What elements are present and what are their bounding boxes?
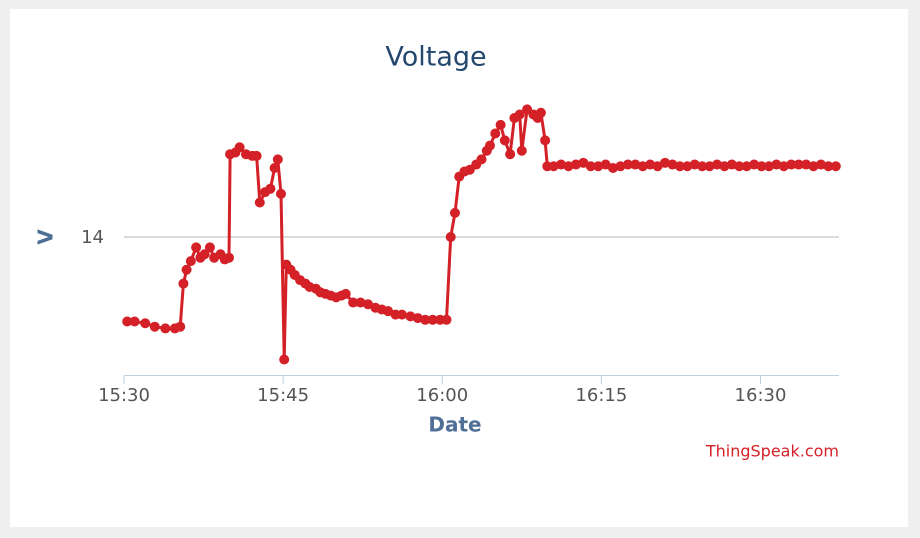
data-point	[269, 163, 280, 173]
data-point	[823, 161, 834, 172]
data-point	[427, 314, 438, 325]
chart-title: Voltage	[385, 42, 486, 73]
data-point	[514, 109, 525, 120]
data-point	[178, 278, 189, 289]
data-point	[697, 161, 708, 172]
data-point	[191, 242, 202, 253]
data-point	[204, 242, 215, 253]
data-point	[254, 197, 265, 208]
data-point	[756, 161, 767, 172]
data-point	[540, 135, 551, 146]
data-point	[495, 119, 506, 130]
data-point	[199, 249, 210, 260]
data-point	[578, 157, 589, 168]
data-point	[652, 161, 663, 172]
data-point	[516, 145, 527, 156]
data-point	[490, 128, 501, 139]
data-point	[265, 183, 276, 194]
data-point	[129, 316, 140, 327]
data-point	[396, 309, 407, 320]
chart-card	[10, 9, 908, 527]
data-point	[793, 159, 804, 170]
data-point	[234, 142, 245, 153]
data-point	[441, 314, 452, 325]
data-point	[175, 321, 186, 332]
data-point	[445, 232, 456, 242]
x-tick-label: 16:00	[416, 385, 468, 406]
data-point	[348, 297, 359, 308]
x-tick-label: 16:15	[575, 385, 627, 406]
data-point	[279, 354, 290, 365]
data-point	[484, 140, 495, 151]
y-axis-label: V	[34, 229, 58, 245]
data-point	[505, 149, 516, 160]
data-point	[420, 314, 431, 325]
data-point	[600, 159, 611, 170]
data-point	[272, 154, 283, 165]
data-point	[674, 161, 685, 172]
data-point	[276, 188, 287, 199]
data-point	[734, 161, 745, 172]
data-point	[181, 264, 192, 275]
x-tick-label: 15:45	[257, 385, 309, 406]
credits: ThingSpeak.com	[705, 442, 839, 461]
data-point	[786, 159, 797, 170]
data-point	[585, 161, 596, 172]
data-point	[449, 207, 460, 218]
y-tick-label: 14	[81, 227, 104, 248]
data-point	[149, 321, 160, 332]
data-point	[140, 318, 151, 329]
data-point	[535, 107, 546, 118]
data-point	[476, 154, 487, 165]
x-tick-label: 16:30	[735, 385, 787, 406]
data-point	[160, 323, 171, 334]
data-point	[251, 150, 262, 161]
x-tick-label: 15:30	[98, 385, 150, 406]
data-point	[122, 316, 133, 327]
data-point	[340, 288, 351, 299]
data-point	[224, 252, 235, 263]
data-point	[362, 299, 373, 310]
data-point	[830, 161, 841, 172]
data-point	[622, 159, 633, 170]
data-point	[499, 135, 510, 146]
data-point	[185, 256, 196, 267]
x-axis-label: Date	[428, 413, 481, 437]
data-point	[383, 306, 394, 317]
